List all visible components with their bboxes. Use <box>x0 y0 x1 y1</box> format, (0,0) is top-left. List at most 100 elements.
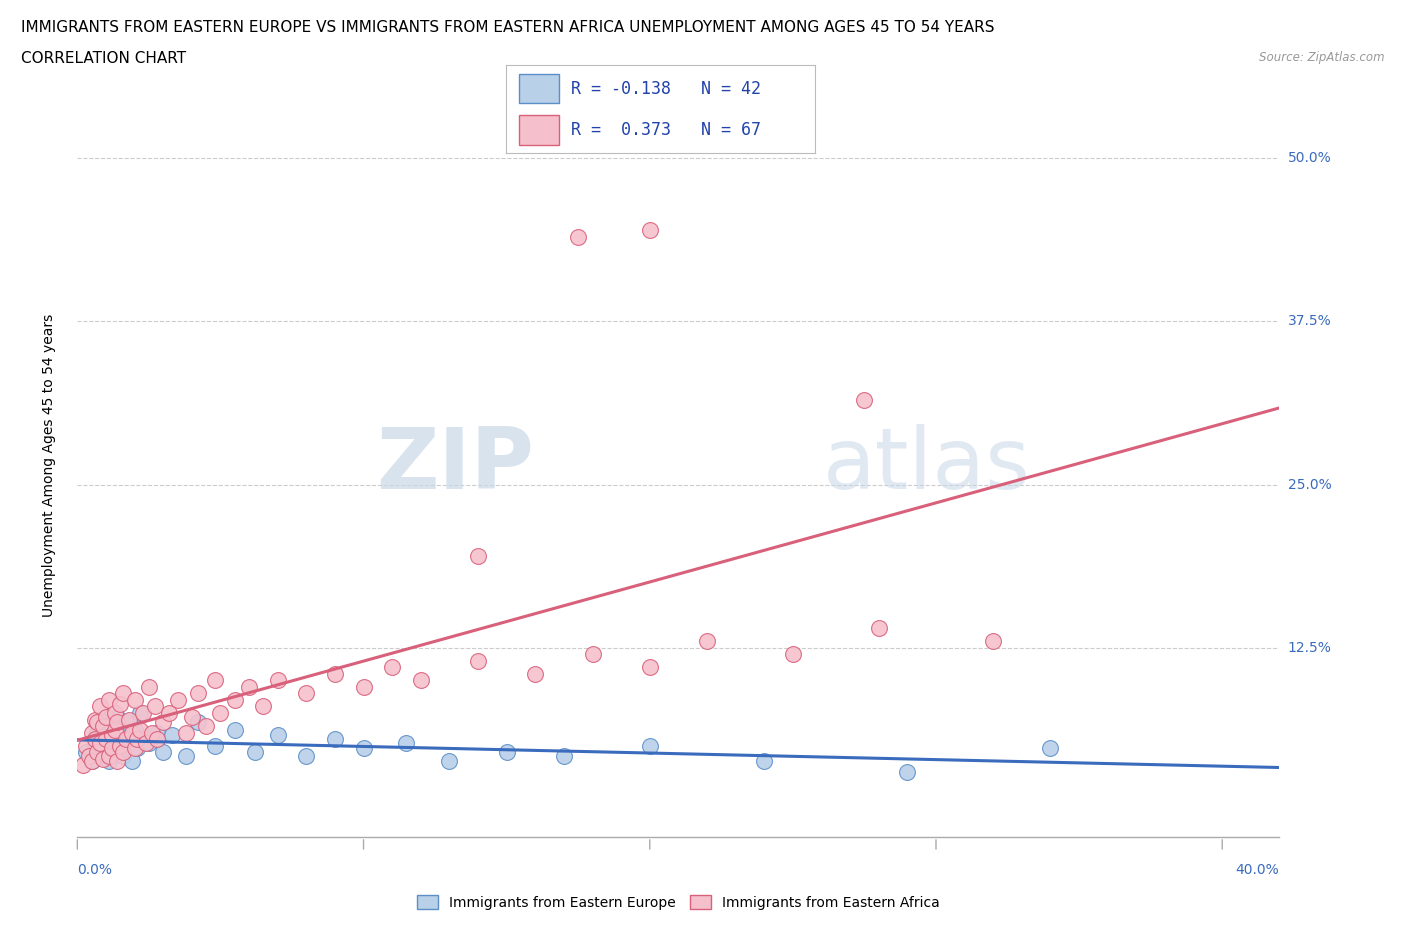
Point <box>267 673 290 688</box>
Point <box>754 754 776 769</box>
Point <box>86 725 108 740</box>
Point <box>138 680 160 695</box>
Point <box>638 738 661 753</box>
Point <box>143 699 166 714</box>
Text: 50.0%: 50.0% <box>1288 152 1331 166</box>
Point <box>174 725 197 740</box>
Point <box>86 745 108 760</box>
Point <box>121 754 143 769</box>
Point <box>107 710 129 724</box>
Point <box>112 686 135 701</box>
Point <box>186 714 209 729</box>
Point <box>323 667 346 682</box>
Point <box>353 741 375 756</box>
Point <box>75 738 97 753</box>
Text: R = -0.138   N = 42: R = -0.138 N = 42 <box>571 79 761 98</box>
Point <box>581 647 603 662</box>
Point <box>146 725 169 740</box>
Point <box>138 736 160 751</box>
Point <box>115 732 138 747</box>
Point <box>553 749 575 764</box>
Point <box>243 745 266 760</box>
Point <box>495 745 517 760</box>
Point <box>89 699 111 714</box>
Point <box>204 738 226 753</box>
Point <box>224 723 246 737</box>
Point <box>323 732 346 747</box>
Point <box>103 706 125 721</box>
Point <box>524 667 547 682</box>
Text: IMMIGRANTS FROM EASTERN EUROPE VS IMMIGRANTS FROM EASTERN AFRICA UNEMPLOYMENT AM: IMMIGRANTS FROM EASTERN EUROPE VS IMMIGR… <box>21 20 994 35</box>
Text: 12.5%: 12.5% <box>1288 641 1331 655</box>
Point <box>146 732 169 747</box>
Point <box>94 741 117 756</box>
Point <box>89 712 111 727</box>
Point <box>115 714 138 729</box>
Bar <box>519 115 558 145</box>
Point <box>295 749 318 764</box>
Point <box>238 680 260 695</box>
Point <box>224 693 246 708</box>
Text: 37.5%: 37.5% <box>1288 314 1331 328</box>
Text: ZIP: ZIP <box>377 423 534 507</box>
Point <box>127 741 149 756</box>
Point <box>89 749 111 764</box>
Point <box>110 738 132 753</box>
Point <box>86 714 108 729</box>
Point <box>152 745 174 760</box>
Point <box>124 741 146 756</box>
Point <box>209 706 232 721</box>
Point <box>166 693 188 708</box>
Point <box>381 660 404 675</box>
Point <box>868 620 890 635</box>
Point <box>638 660 661 675</box>
Point <box>157 706 180 721</box>
Point <box>160 728 183 743</box>
Point <box>129 723 152 737</box>
Point <box>467 549 489 564</box>
Text: Source: ZipAtlas.com: Source: ZipAtlas.com <box>1260 51 1385 64</box>
Point <box>91 751 114 766</box>
Point <box>118 712 141 727</box>
Point <box>395 736 418 751</box>
Point <box>110 697 132 711</box>
Text: 0.0%: 0.0% <box>77 863 112 877</box>
Point <box>135 736 157 751</box>
Point <box>124 723 146 737</box>
Point <box>267 728 290 743</box>
Point <box>195 719 218 734</box>
Point <box>100 728 122 743</box>
Point <box>174 749 197 764</box>
Point <box>353 680 375 695</box>
Point <box>97 693 120 708</box>
Point <box>152 714 174 729</box>
Point <box>141 725 163 740</box>
Point <box>186 686 209 701</box>
Point <box>638 222 661 237</box>
Point <box>72 758 94 773</box>
Point <box>83 712 105 727</box>
Point <box>100 728 122 743</box>
Point <box>97 754 120 769</box>
Point <box>83 732 105 747</box>
Point <box>103 745 125 760</box>
Point <box>132 706 155 721</box>
Point <box>83 736 105 751</box>
Point <box>467 654 489 669</box>
Bar <box>519 74 558 103</box>
Point <box>124 693 146 708</box>
Point <box>91 732 114 747</box>
Point <box>107 714 129 729</box>
Point <box>112 749 135 764</box>
Point <box>97 749 120 764</box>
Point <box>89 736 111 751</box>
Point <box>896 764 918 779</box>
Point <box>439 754 461 769</box>
Point <box>180 710 202 724</box>
Point <box>110 738 132 753</box>
Point <box>80 725 103 740</box>
Text: 40.0%: 40.0% <box>1236 863 1279 877</box>
Point <box>295 686 318 701</box>
Point <box>91 719 114 734</box>
Point <box>121 725 143 740</box>
